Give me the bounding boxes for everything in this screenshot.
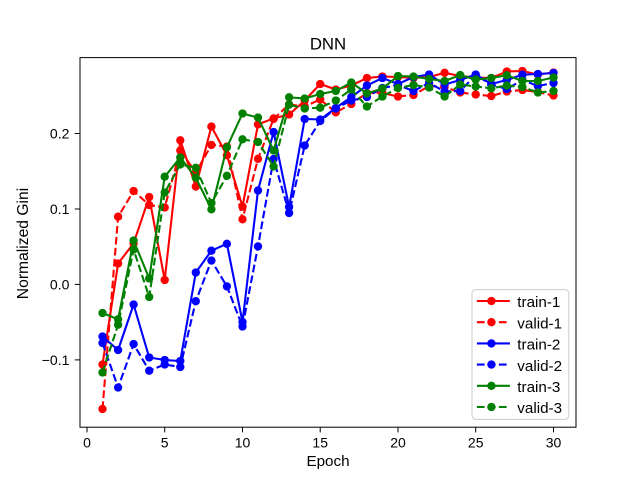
svg-text:20: 20	[390, 435, 406, 451]
svg-text:25: 25	[468, 435, 484, 451]
svg-text:DNN: DNN	[310, 34, 346, 53]
svg-text:valid-2: valid-2	[517, 358, 562, 375]
svg-text:Epoch: Epoch	[306, 453, 349, 470]
svg-text:0.1: 0.1	[50, 201, 70, 217]
svg-text:0.2: 0.2	[50, 125, 70, 141]
svg-text:0: 0	[83, 435, 91, 451]
svg-text:10: 10	[235, 435, 251, 451]
svg-text:train-2: train-2	[517, 337, 560, 354]
svg-text:0.0: 0.0	[50, 276, 70, 292]
svg-text:5: 5	[161, 435, 169, 451]
svg-text:valid-1: valid-1	[517, 315, 562, 332]
svg-text:valid-3: valid-3	[517, 400, 562, 417]
svg-text:15: 15	[312, 435, 328, 451]
svg-text:train-1: train-1	[517, 294, 560, 311]
svg-text:−0.1: −0.1	[42, 352, 70, 368]
svg-text:30: 30	[546, 435, 562, 451]
svg-text:Normalized Gini: Normalized Gini	[15, 188, 32, 299]
svg-text:train-3: train-3	[517, 379, 560, 396]
